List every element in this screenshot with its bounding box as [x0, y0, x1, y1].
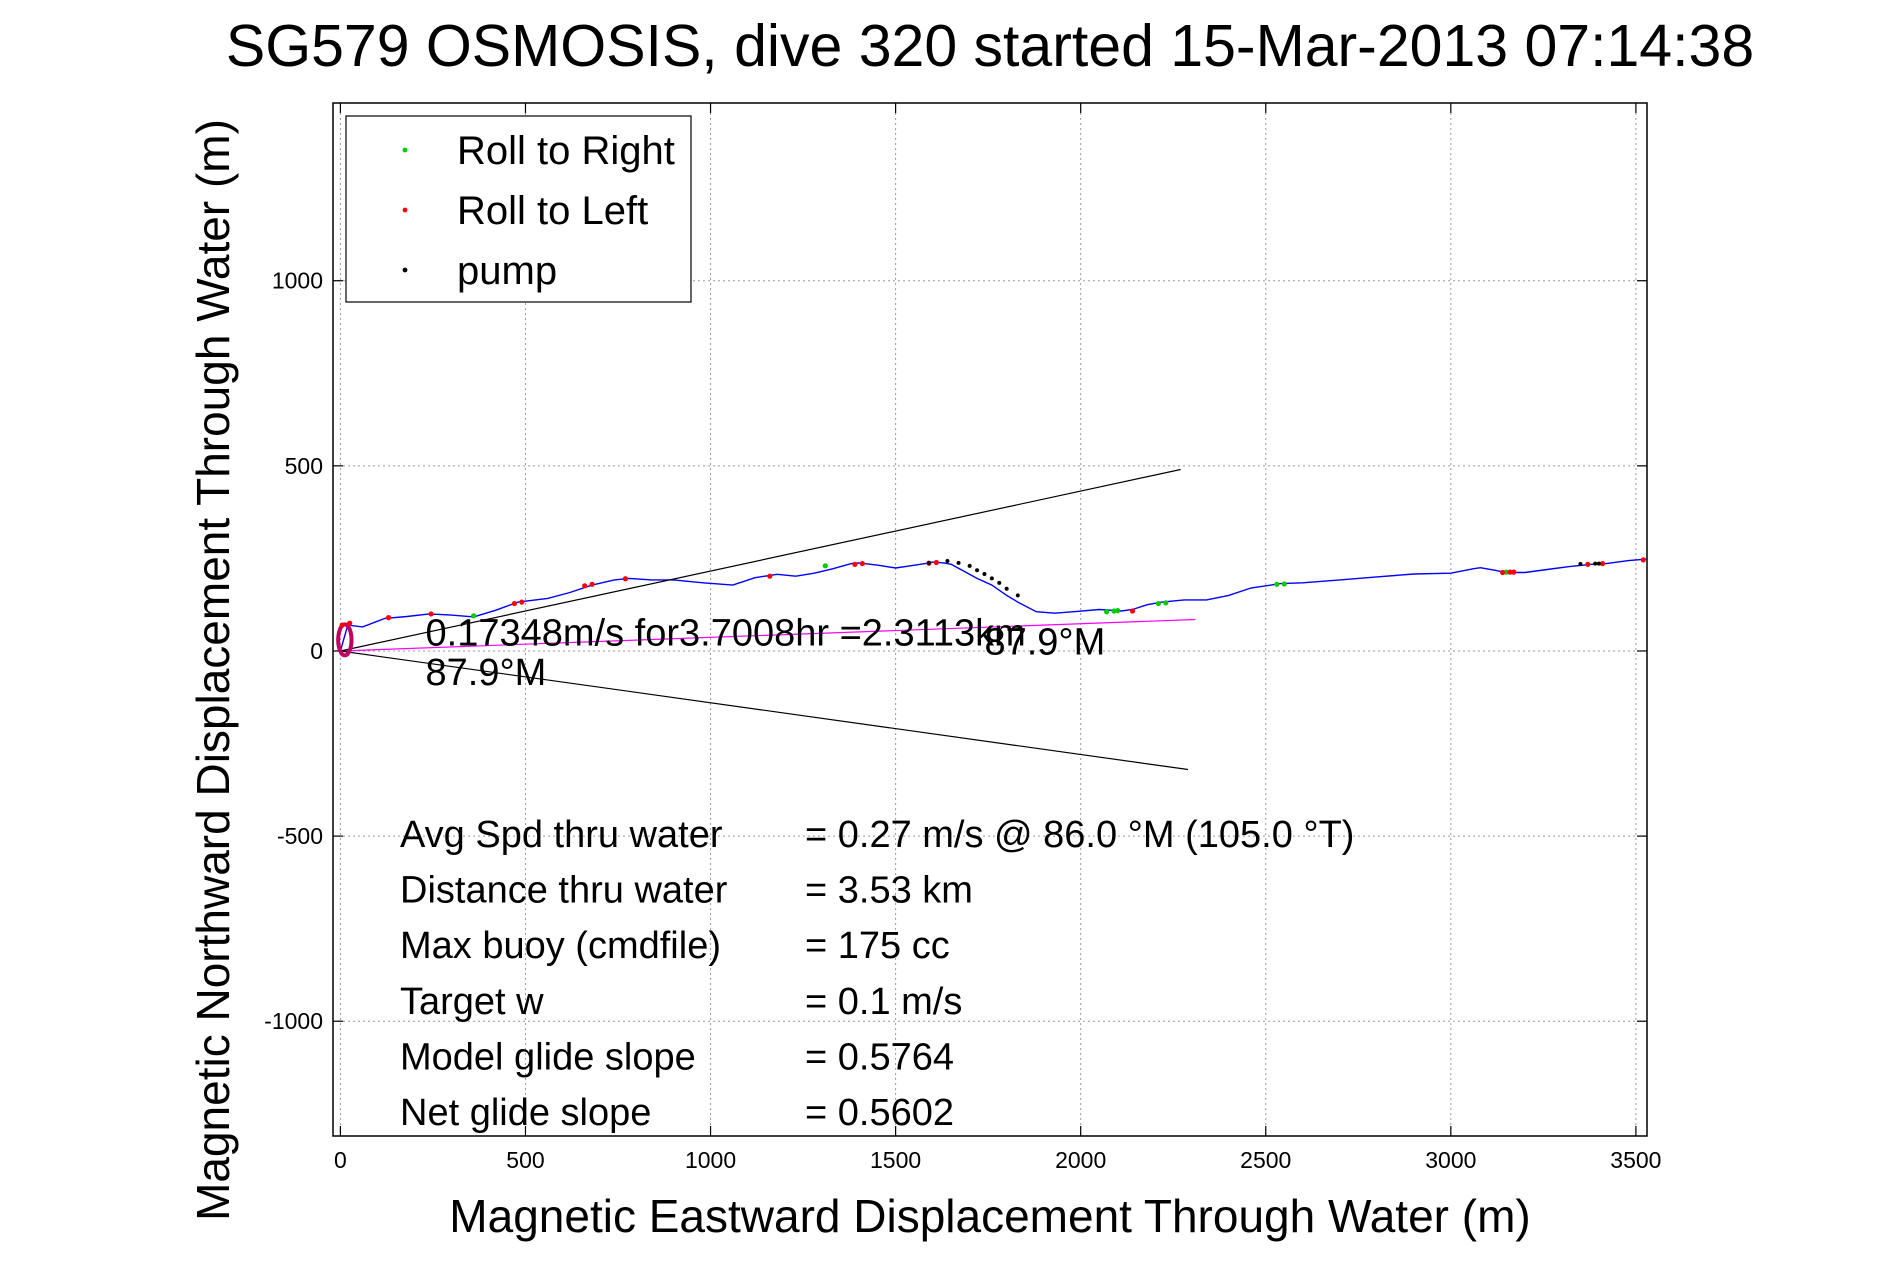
legend-swatch — [402, 207, 408, 213]
roll-left-marker — [1640, 557, 1646, 563]
stat-value: = 3.53 km — [805, 870, 973, 912]
stat-label: Target w — [400, 981, 544, 1023]
x-tick-label: 2000 — [1055, 1147, 1106, 1173]
y-tick-label: -500 — [277, 823, 323, 849]
roll-right-marker — [1115, 608, 1121, 614]
current-line — [340, 618, 1196, 652]
pump-marker — [997, 580, 1002, 585]
legend-label: Roll to Left — [457, 189, 648, 233]
y-tick-label: -1000 — [264, 1008, 323, 1034]
roll-left-marker — [589, 581, 595, 587]
roll-left-marker — [1129, 608, 1136, 614]
roll-right-marker — [1281, 581, 1287, 587]
annotation: 87.9°M — [984, 622, 1105, 664]
legend-swatch — [402, 267, 408, 273]
pump-marker — [967, 563, 972, 568]
pump-marker — [982, 571, 987, 576]
plot-content — [336, 468, 1648, 771]
roll-left-marker — [347, 620, 353, 626]
pump-marker — [1578, 561, 1583, 566]
legend-label: pump — [457, 249, 557, 293]
legend-swatch — [402, 147, 408, 153]
roll-left-marker — [1511, 569, 1517, 575]
legend: Roll to Right Roll to Left pump — [345, 115, 692, 303]
pump-marker — [926, 560, 931, 565]
annotation: 87.9°M — [426, 652, 547, 694]
x-axis-label: Magnetic Eastward Displacement Through W… — [449, 1190, 1530, 1242]
pump-marker — [1004, 586, 1009, 591]
stat-label: Avg Spd thru water — [400, 814, 723, 856]
roll-left-marker — [859, 560, 865, 567]
roll-right-marker — [1155, 600, 1162, 607]
grid — [333, 103, 1647, 1136]
stat-label: Max buoy (cmdfile) — [400, 925, 721, 967]
stat-label: Net glide slope — [400, 1092, 651, 1134]
x-tick-label: 0 — [334, 1147, 347, 1173]
pump-marker — [945, 559, 950, 564]
stat-label: Distance thru water — [400, 870, 728, 912]
stat-value: = 0.27 m/s @ 86.0 °M (105.0 °T) — [805, 814, 1354, 856]
x-tick-label: 3500 — [1610, 1147, 1661, 1173]
plot-area — [332, 102, 1648, 1137]
pump-marker — [989, 576, 994, 581]
stat-value: = 0.5764 — [805, 1036, 954, 1078]
roll-left-marker — [767, 573, 773, 579]
y-tick-label: 0 — [310, 638, 323, 664]
legend-label: Roll to Right — [457, 129, 675, 173]
y-tick-label: 1000 — [272, 268, 323, 294]
roll-right-marker — [1274, 581, 1280, 587]
stat-label: Model glide slope — [400, 1036, 696, 1078]
roll-left-marker — [852, 561, 858, 567]
roll-left-marker — [1599, 560, 1606, 567]
annotation: 0.17348m/s for3.7008hr =2.3113km — [426, 612, 1026, 654]
stat-value: = 0.5602 — [805, 1092, 954, 1134]
y-tick-label: 500 — [285, 453, 323, 479]
pump-marker — [975, 568, 980, 573]
chart-title: SG579 OSMOSIS, dive 320 started 15-Mar-2… — [226, 13, 1754, 79]
roll-left-marker — [428, 611, 434, 617]
roll-left-marker — [622, 576, 629, 582]
roll-left-marker — [339, 622, 345, 628]
roll-left-marker — [1507, 569, 1513, 575]
axis-ticks — [333, 103, 1647, 1136]
stat-value: = 175 cc — [805, 925, 950, 967]
x-tick-label: 500 — [506, 1147, 544, 1173]
chart-texts: 0 500 1000 1500 2000 2500 3000 3500 -1000 -500 0 50… — [187, 13, 1754, 1242]
stat-value: = 0.1 m/s — [805, 981, 962, 1023]
start-loop-marker — [336, 622, 354, 658]
pump-marker — [956, 560, 961, 565]
roll-right-marker — [1163, 600, 1169, 606]
roll-left-marker — [385, 615, 392, 621]
pump-marker — [1015, 593, 1020, 598]
roll-left-marker — [1585, 561, 1591, 567]
y-axis-label: Magnetic Northward Displacement Through … — [187, 119, 239, 1221]
pump-marker — [1593, 561, 1598, 566]
roll-right-marker — [1103, 609, 1110, 615]
x-tick-label: 1000 — [685, 1147, 736, 1173]
roll-right-marker — [822, 563, 828, 569]
pump-marker — [1596, 561, 1601, 566]
roll-right-marker — [471, 613, 477, 619]
x-tick-label: 2500 — [1240, 1147, 1291, 1173]
roll-left-marker — [582, 583, 588, 589]
roll-left-marker — [933, 559, 939, 566]
roll-left-marker — [1500, 569, 1506, 576]
track-line — [339, 558, 1648, 652]
x-tick-label: 1500 — [870, 1147, 921, 1173]
x-tick-label: 3000 — [1425, 1147, 1476, 1173]
roll-left-marker — [519, 599, 525, 605]
roll-left-marker — [511, 600, 517, 607]
